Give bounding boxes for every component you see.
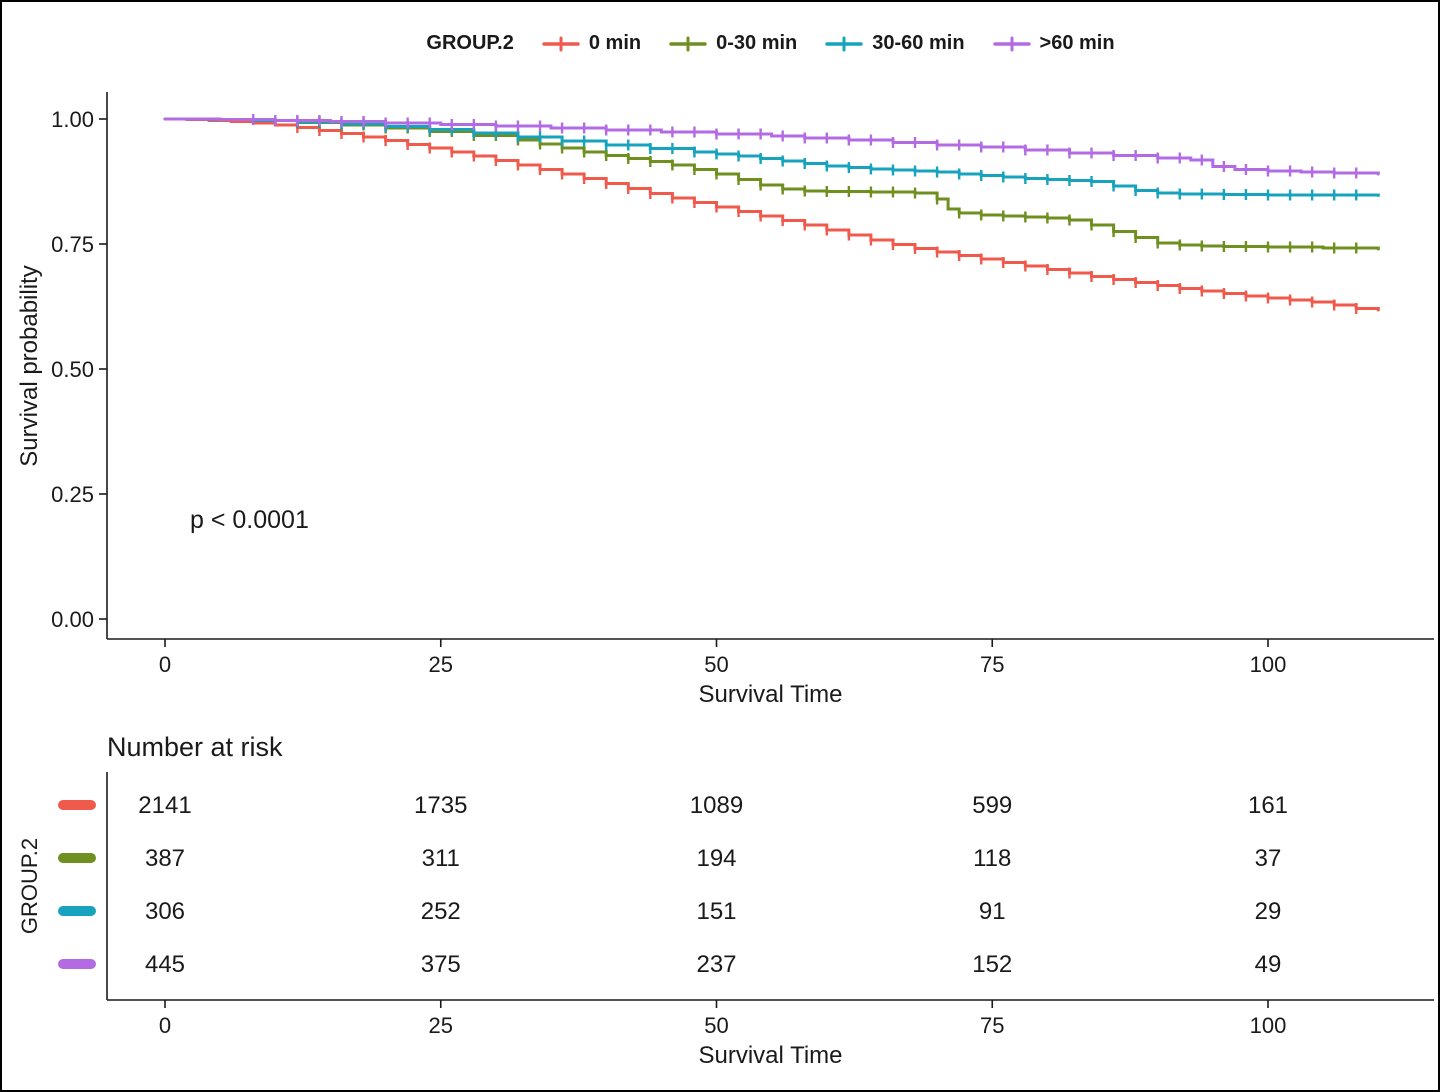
svg-text:161: 161 [1248, 792, 1288, 819]
svg-text:0.25: 0.25 [51, 482, 94, 507]
legend-items: 0 min 0-30 min 30-60 min >60 min [542, 32, 1115, 55]
survival-curves [163, 114, 1380, 314]
svg-text:100: 100 [1250, 1013, 1287, 1038]
svg-text:306: 306 [145, 898, 185, 925]
risk-table-title: Number at risk [107, 732, 283, 762]
axes [99, 92, 1434, 647]
x-tick-labels: 0 25 50 75 100 [159, 652, 1286, 677]
risk-row-key-icon [58, 800, 96, 810]
svg-text:0.00: 0.00 [51, 607, 94, 632]
risk-row-key-icon [58, 906, 96, 916]
legend-item-label: 0-30 min [716, 32, 798, 54]
svg-text:445: 445 [145, 951, 185, 978]
risk-table [106, 772, 1434, 1008]
svg-text:152: 152 [972, 951, 1012, 978]
svg-text:118: 118 [973, 845, 1011, 872]
series--60-min [163, 114, 1380, 179]
legend-item: 30-60 min [825, 32, 965, 55]
svg-text:375: 375 [421, 951, 461, 978]
legend-item: >60 min [992, 32, 1115, 55]
series-0-min [163, 117, 1380, 314]
svg-text:2141: 2141 [138, 792, 191, 819]
svg-text:37: 37 [1255, 845, 1282, 872]
legend-key-icon [992, 36, 1031, 51]
risk-row: 387 311 194 118 37 [58, 845, 1281, 872]
x-axis-title: Survival Time [698, 681, 843, 708]
legend-item: 0-30 min [669, 32, 797, 55]
svg-text:50: 50 [704, 1013, 728, 1038]
risk-row-key-icon [58, 853, 96, 863]
p-value-annotation: p < 0.0001 [190, 506, 309, 534]
svg-text:252: 252 [421, 898, 461, 925]
svg-text:1735: 1735 [414, 792, 467, 819]
legend-key-icon [669, 36, 707, 51]
risk-x-axis-title: Survival Time [698, 1042, 843, 1069]
svg-text:100: 100 [1250, 652, 1287, 677]
svg-text:1.00: 1.00 [51, 107, 94, 132]
risk-rows: 2141 1735 1089 599 161 387 311 194 118 37 306 252 15… [58, 792, 1288, 978]
svg-text:1089: 1089 [690, 792, 743, 819]
legend-title: GROUP.2 [426, 32, 514, 54]
legend: GROUP.2 0 min 0-30 min 30-60 min >60 min [107, 32, 1434, 55]
svg-text:75: 75 [980, 652, 1004, 677]
svg-text:194: 194 [696, 845, 736, 872]
y-tick-labels: 0.00 0.25 0.50 0.75 1.00 [51, 107, 94, 632]
legend-item-label: >60 min [1039, 32, 1115, 54]
svg-text:0.75: 0.75 [51, 232, 94, 257]
legend-item: 0 min [542, 32, 641, 55]
svg-text:49: 49 [1255, 951, 1282, 978]
risk-row: 2141 1735 1089 599 161 [58, 792, 1288, 819]
legend-item-label: 30-60 min [872, 32, 965, 54]
risk-row: 306 252 151 91 29 [58, 898, 1281, 925]
svg-text:151: 151 [696, 898, 736, 925]
svg-text:75: 75 [980, 1013, 1004, 1038]
svg-text:311: 311 [422, 845, 460, 872]
risk-row-key-icon [58, 959, 96, 969]
svg-text:387: 387 [145, 845, 185, 872]
svg-text:599: 599 [972, 792, 1012, 819]
svg-text:237: 237 [696, 951, 736, 978]
svg-text:91: 91 [979, 898, 1006, 925]
svg-text:0.50: 0.50 [51, 357, 94, 382]
svg-text:50: 50 [704, 652, 728, 677]
legend-key-icon [542, 36, 580, 51]
svg-text:25: 25 [429, 1013, 453, 1038]
risk-x-tick-labels: 0 25 50 75 100 [159, 1013, 1286, 1038]
svg-text:25: 25 [429, 652, 453, 677]
legend-item-label: 0 min [588, 32, 642, 54]
svg-text:0: 0 [159, 1013, 171, 1038]
legend-key-icon [825, 36, 863, 51]
risk-row: 445 375 237 152 49 [58, 951, 1281, 978]
svg-text:0: 0 [159, 652, 171, 677]
svg-text:29: 29 [1255, 898, 1282, 925]
